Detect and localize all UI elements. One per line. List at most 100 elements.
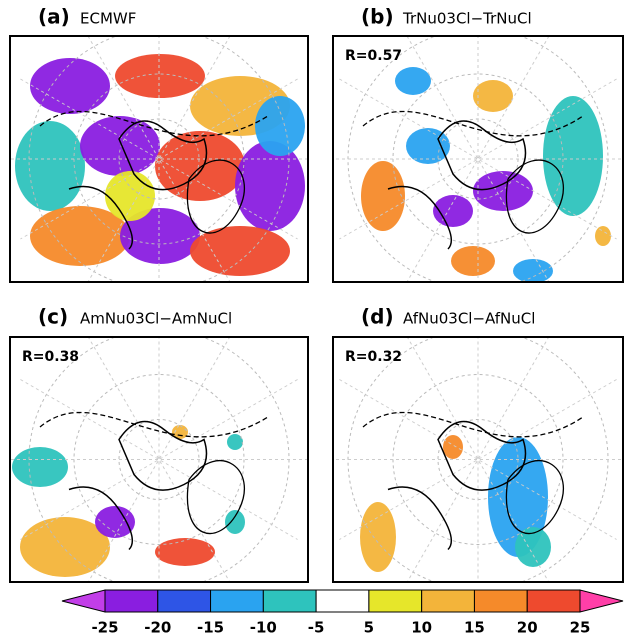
panel-label: (a)	[38, 5, 70, 29]
field-blob	[395, 67, 431, 95]
panel-frame	[9, 35, 309, 283]
correlation: R=0.32	[345, 349, 402, 365]
meridian	[87, 337, 231, 582]
colorbar-tick-label: 5	[364, 619, 374, 637]
field-blob	[95, 506, 135, 538]
map	[333, 36, 623, 282]
field-blob	[30, 58, 110, 114]
field-blob	[20, 517, 110, 577]
panel-label: (b)	[361, 5, 394, 29]
meridian	[87, 36, 231, 282]
colorbar-tick-label: 10	[411, 619, 432, 637]
colorbar-tick-label: -10	[250, 619, 277, 637]
field-blob	[80, 116, 160, 176]
coastline	[387, 120, 527, 250]
meridian	[339, 379, 617, 540]
meridian	[20, 78, 298, 240]
field-blob	[190, 226, 290, 276]
meridian	[20, 379, 298, 540]
meridian	[20, 78, 298, 240]
coastline	[387, 420, 527, 551]
meridian	[406, 36, 550, 282]
colorbar-over	[579, 589, 624, 613]
colorbar-segment	[421, 589, 475, 613]
meridian	[406, 337, 550, 582]
meridian	[406, 337, 550, 582]
panel: (b) TrNu03Cl−TrNuCl R=0.57	[332, 5, 624, 283]
panel-label: (d)	[361, 305, 394, 329]
field-blob	[120, 208, 200, 264]
field-blob	[115, 54, 205, 98]
meridian	[87, 337, 231, 582]
colorbar-segment	[157, 589, 212, 613]
field-blob	[225, 510, 245, 534]
field-blob	[12, 447, 68, 487]
colorbar-segment	[526, 589, 581, 613]
meridian	[339, 78, 617, 240]
colorbar-segment	[262, 589, 317, 613]
map	[10, 36, 308, 282]
map	[10, 337, 308, 582]
coastline	[68, 120, 208, 250]
field-blob	[595, 226, 611, 246]
colorbar-segment	[104, 589, 159, 613]
contour	[39, 110, 269, 137]
contour	[186, 159, 245, 234]
colorbar-segment	[473, 589, 528, 613]
field-blob	[172, 425, 188, 439]
meridian	[406, 36, 550, 282]
correlation: R=0.38	[22, 349, 79, 365]
field-blob	[443, 435, 463, 459]
colorbar-segment	[368, 589, 423, 613]
colorbar-tick-label: -5	[308, 619, 325, 637]
map	[333, 337, 623, 582]
field-blob	[227, 434, 243, 450]
contour	[505, 159, 564, 234]
contour	[362, 110, 584, 137]
field-blob	[543, 96, 603, 216]
panel-name: AmNu03Cl−AmNuCl	[80, 310, 232, 328]
field-blob	[513, 259, 553, 282]
colorbar-tick-label: -25	[91, 619, 118, 637]
panel-name: AfNu03Cl−AfNuCl	[403, 310, 535, 328]
field-blob	[473, 80, 513, 112]
contour	[186, 460, 245, 535]
field-blob	[361, 161, 405, 231]
contour	[505, 460, 564, 535]
colorbar-tick-label: 15	[464, 619, 485, 637]
meridian	[339, 379, 617, 540]
field-blob	[360, 502, 396, 572]
panel-name: ECMWF	[80, 10, 136, 28]
coastline	[68, 420, 208, 551]
correlation: R=0.57	[345, 48, 402, 64]
panel-label: (c)	[38, 305, 68, 329]
panel-name: TrNu03Cl−TrNuCl	[402, 10, 532, 28]
panel-frame	[9, 336, 309, 583]
field-blob	[255, 96, 305, 156]
field-blob	[473, 171, 533, 211]
colorbar-segment	[210, 589, 264, 613]
meridian	[339, 78, 617, 240]
contour	[362, 411, 584, 438]
meridian	[20, 379, 298, 540]
colorbar-tick-label: -20	[144, 619, 171, 637]
field-blob	[235, 141, 305, 231]
panel-frame	[332, 35, 624, 283]
colorbar-segment	[315, 589, 370, 613]
field-blob	[105, 171, 155, 221]
panel: (d) AfNu03Cl−AfNuCl R=0.32	[332, 305, 624, 583]
panel: (a) ECMWF	[9, 5, 309, 283]
field-blob	[30, 206, 130, 266]
meridian	[87, 36, 231, 282]
colorbar-tick-label: -15	[197, 619, 224, 637]
colorbar-tick-label: 20	[517, 619, 538, 637]
contour	[39, 411, 269, 438]
panel-frame	[332, 336, 624, 583]
field-blob	[155, 538, 215, 566]
colorbar-under	[61, 589, 106, 613]
field-blob	[451, 246, 495, 276]
panel: (c) AmNu03Cl−AmNuCl R=0.38	[9, 305, 309, 583]
colorbar-tick-label: 25	[570, 619, 591, 637]
field-blob	[515, 527, 551, 567]
